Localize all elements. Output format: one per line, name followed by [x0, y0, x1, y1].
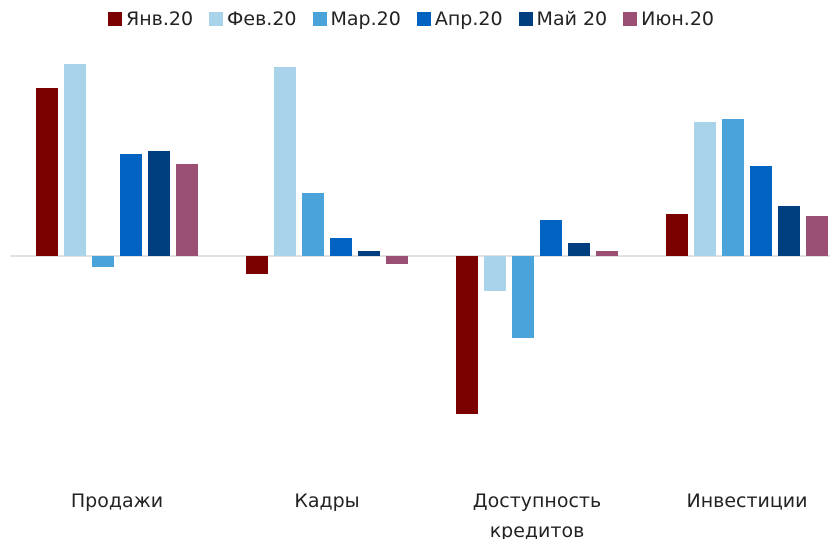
bar	[540, 220, 562, 256]
x-tick-label: Продажи	[70, 490, 164, 512]
legend-item: Фев.20	[209, 8, 297, 30]
bar	[330, 238, 352, 256]
legend-item: Апр.20	[416, 8, 503, 30]
bar	[722, 119, 744, 256]
x-tick-label: Доступность кредитов	[472, 490, 602, 539]
legend-label: Мар.20	[330, 8, 401, 30]
bar	[484, 256, 506, 291]
legend-label: Май 20	[536, 8, 608, 30]
legend-item: Янв.20	[108, 8, 193, 30]
legend-label: Янв.20	[126, 8, 194, 30]
bar	[92, 256, 114, 267]
legend-swatch	[518, 12, 533, 26]
legend-swatch	[416, 12, 431, 26]
bar	[778, 206, 800, 256]
bar	[246, 256, 268, 274]
bar	[358, 251, 380, 256]
legend-item: Май 20	[518, 8, 608, 30]
x-tick-label: Инвестиции	[686, 490, 808, 512]
bar	[694, 122, 716, 256]
bar	[386, 256, 408, 264]
bar	[64, 64, 86, 256]
legend-swatch	[108, 12, 122, 26]
bar	[36, 88, 58, 256]
bar	[596, 251, 618, 256]
legend-label: Фев.20	[227, 8, 297, 30]
bar	[302, 193, 324, 256]
legend-label: Апр.20	[434, 8, 503, 30]
bar	[456, 256, 478, 414]
legend: Янв.20 Фев.20 Мар.20 Апр.20 Май 20 Июн.20	[108, 8, 714, 30]
bar	[512, 256, 534, 338]
legend-label: Июн.20	[641, 8, 715, 30]
bar	[568, 243, 590, 256]
legend-item: Июн.20	[623, 8, 714, 30]
legend-swatch	[209, 12, 224, 26]
bar	[148, 151, 170, 256]
legend-swatch	[312, 12, 327, 26]
x-tick-label: Кадры	[294, 490, 360, 512]
bar	[666, 214, 688, 256]
legend-item: Мар.20	[312, 8, 401, 30]
bar	[120, 154, 142, 256]
bar	[750, 166, 772, 256]
bar	[806, 216, 828, 256]
bar	[176, 164, 198, 256]
bar	[274, 67, 296, 256]
legend-swatch	[623, 12, 638, 26]
